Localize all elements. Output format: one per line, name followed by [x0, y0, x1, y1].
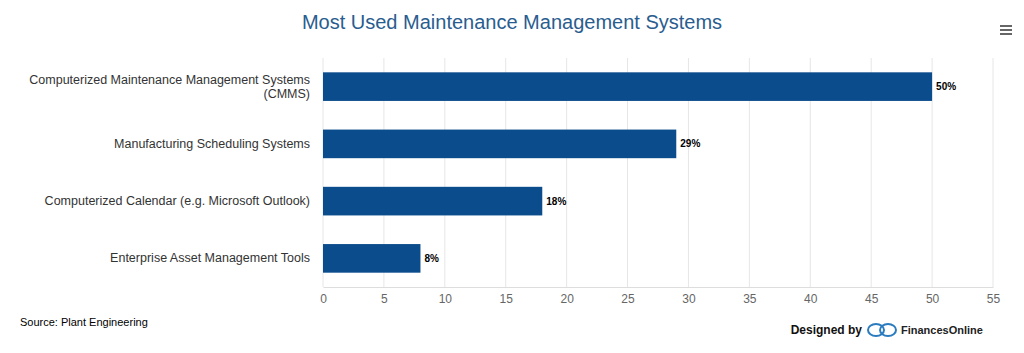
y-tick: Computerized Maintenance Management Syst… — [29, 73, 323, 101]
bar — [323, 72, 932, 101]
x-tick-label: 40 — [804, 292, 818, 306]
menu-icon-line — [1000, 29, 1012, 31]
brand-logo — [868, 324, 896, 336]
data-label: 50% — [936, 81, 956, 92]
x-tick-label: 5 — [381, 292, 388, 306]
data-labels: 50% 29% 18% 8% — [424, 81, 956, 264]
chart-title: Most Used Maintenance Management Systems — [302, 11, 722, 33]
data-label: 29% — [680, 138, 700, 149]
data-label: 18% — [546, 196, 566, 207]
chart: Most Used Maintenance Management Systems… — [0, 0, 1024, 353]
x-axis-line — [324, 287, 994, 288]
x-tick: 55 — [987, 287, 1001, 306]
x-tick-label: 35 — [743, 292, 757, 306]
x-tick: 25 — [621, 287, 635, 306]
y-axis: Computerized Maintenance Management Syst… — [29, 73, 323, 266]
category-label: Manufacturing Scheduling Systems — [114, 137, 310, 151]
menu-icon-line — [1000, 33, 1012, 35]
brand: FinancesOnline — [901, 324, 983, 336]
brand-logo-ring — [880, 324, 896, 336]
x-tick: 50 — [926, 287, 940, 306]
credit: Designed by — [791, 323, 863, 337]
x-tick: 35 — [743, 287, 757, 306]
bar — [323, 187, 542, 216]
category-label-line: Manufacturing Scheduling Systems — [114, 137, 310, 151]
x-axis: 0 5 10 15 20 25 30 35 40 45 50 55 — [320, 287, 1000, 306]
category-label-line: Computerized Maintenance Management Syst… — [29, 73, 310, 87]
x-tick-label: 50 — [926, 292, 940, 306]
x-tick: 15 — [500, 287, 514, 306]
data-label: 8% — [424, 253, 439, 264]
x-tick-label: 15 — [500, 292, 514, 306]
category-label: Enterprise Asset Management Tools — [110, 251, 310, 265]
y-tick: Enterprise Asset Management Tools — [110, 251, 323, 265]
category-label: Computerized Calendar (e.g. Microsoft Ou… — [45, 194, 310, 208]
x-tick: 20 — [560, 287, 574, 306]
menu-icon[interactable] — [1000, 25, 1012, 35]
y-tick: Computerized Calendar (e.g. Microsoft Ou… — [45, 194, 323, 208]
category-label-line: Computerized Calendar (e.g. Microsoft Ou… — [45, 194, 310, 208]
category-label-line: Enterprise Asset Management Tools — [110, 251, 310, 265]
x-tick: 5 — [381, 287, 388, 306]
grid-line — [993, 58, 994, 287]
x-tick-label: 30 — [682, 292, 696, 306]
y-tick: Manufacturing Scheduling Systems — [114, 137, 323, 151]
x-tick: 40 — [804, 287, 818, 306]
x-tick: 45 — [865, 287, 879, 306]
x-tick-label: 20 — [560, 292, 574, 306]
menu-icon-line — [1000, 25, 1012, 27]
x-tick-label: 55 — [987, 292, 1001, 306]
x-tick-label: 25 — [621, 292, 635, 306]
bar — [323, 244, 420, 273]
source: Source: Plant Engineering — [20, 316, 148, 328]
x-tick-label: 0 — [320, 292, 327, 306]
bar — [323, 130, 676, 159]
x-tick: 30 — [682, 287, 696, 306]
grid — [323, 58, 993, 287]
bars — [323, 72, 932, 272]
x-tick: 10 — [439, 287, 453, 306]
category-label-line: (CMMS) — [263, 87, 310, 101]
x-tick: 0 — [320, 287, 327, 306]
category-label: Computerized Maintenance Management Syst… — [29, 73, 310, 101]
x-tick-label: 10 — [439, 292, 453, 306]
x-tick-label: 45 — [865, 292, 879, 306]
